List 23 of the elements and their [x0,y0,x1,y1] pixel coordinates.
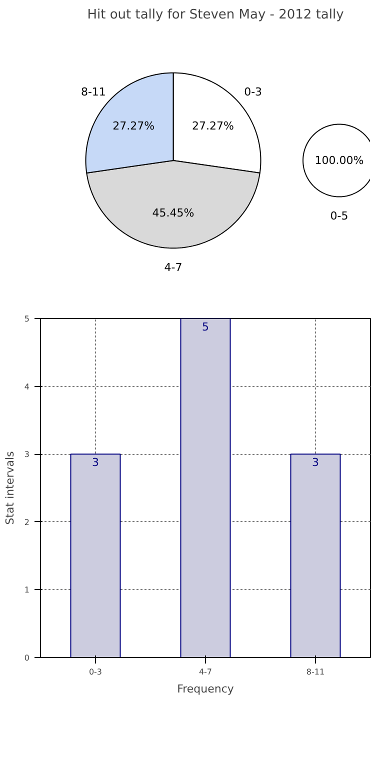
data-label: 27.27% [192,120,234,133]
y-tick-label: 5 [24,314,30,324]
data-label: 3 [92,456,99,470]
data-label: 100.00% [314,154,364,167]
chart-title: Hit out tally for Steven May - 2012 tally [87,8,344,22]
data-label: 45.45% [152,206,194,220]
y-tick-label: 0 [24,654,30,662]
y-axis-title: Stat intervals [3,450,16,525]
x-tick-label: 8-11 [306,668,325,676]
x-tick-label: 4-7 [198,668,212,676]
data-label: 27.27% [112,120,155,133]
y-tick-label: 2 [24,518,30,527]
data-label: 5 [202,320,209,334]
x-tick-label: 0-3 [88,668,102,676]
slice-label: 8-11 [80,86,106,99]
slice-label: 0-3 [244,86,262,99]
data-label: 3 [312,456,319,470]
y-tick-label: 1 [24,586,30,595]
y-tick-label: 4 [24,382,30,392]
y-tick-label: 3 [24,450,30,460]
slice-label: 4-7 [164,260,182,274]
slice-label: 0-5 [330,209,348,222]
x-axis-title: Frequency [177,682,234,696]
